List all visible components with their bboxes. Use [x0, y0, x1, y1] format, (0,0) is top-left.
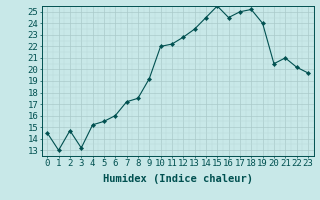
X-axis label: Humidex (Indice chaleur): Humidex (Indice chaleur) — [103, 174, 252, 184]
